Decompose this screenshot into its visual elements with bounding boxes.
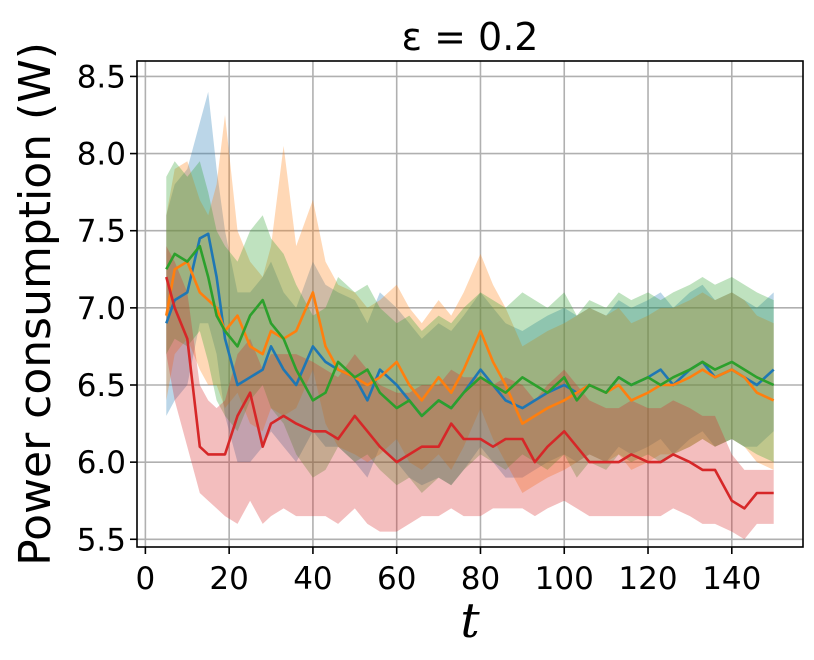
series-line-2 [165, 260, 775, 425]
confidence-band-3 [166, 161, 774, 494]
y-tick-label: 5.5 [77, 522, 126, 558]
x-tick-label: 140 [702, 561, 761, 597]
x-tick-label: 60 [377, 561, 416, 597]
y-axis-label: Power consumption (W) [10, 42, 61, 566]
x-tick-label: 120 [618, 561, 677, 597]
plot-frame [136, 60, 804, 548]
series-lines [165, 232, 775, 510]
series-line-3 [165, 244, 775, 418]
x-tick-label: 0 [136, 561, 156, 597]
y-tick-label: 8.5 [77, 59, 126, 95]
confidence-band-2 [166, 115, 774, 493]
y-tick-label: 8.0 [77, 137, 126, 173]
x-tick-label: 80 [461, 561, 500, 597]
y-tick-label: 7.5 [77, 214, 126, 250]
x-tick-label: 20 [209, 561, 248, 597]
series-line-4 [165, 276, 774, 510]
axis-ticks: 0 20 40 60 80 100 120 140 5.5 6.0 6.5 7.0 7.5 8.0 8.5 [77, 59, 762, 597]
x-tick-label: 100 [535, 561, 594, 597]
grid-lines [137, 61, 803, 547]
x-axis-label: t [460, 593, 480, 649]
confidence-bands [166, 91, 774, 540]
y-tick-label: 6.0 [77, 445, 126, 481]
chart-title: ε = 0.2 [402, 15, 539, 59]
y-tick-label: 6.5 [77, 368, 126, 404]
confidence-band-4 [166, 246, 774, 540]
y-tick-label: 7.0 [77, 291, 126, 327]
x-tick-label: 40 [293, 561, 332, 597]
